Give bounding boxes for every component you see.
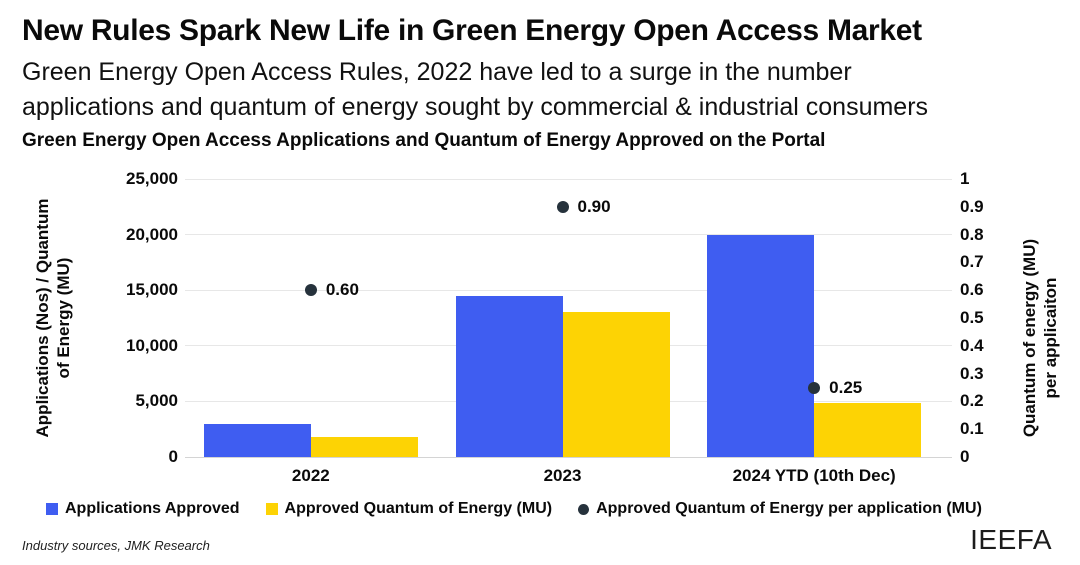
data-point-label: 0.60 xyxy=(325,280,359,300)
data-point-label: 0.90 xyxy=(577,196,611,216)
data-point-label: 0.25 xyxy=(829,377,863,397)
left-axis-label: Applications (Nos) / Quantum of Energy (… xyxy=(33,198,73,438)
right-axis-tick: 0 xyxy=(960,447,970,466)
gridline xyxy=(185,456,952,458)
page-title: New Rules Spark New Life in Green Energy… xyxy=(22,14,922,47)
x-axis-category-label: 2022 xyxy=(291,466,330,485)
chart-legend: Applications Approved Approved Quantum o… xyxy=(46,500,1056,518)
data-point-dot xyxy=(304,284,317,297)
bar-quantum xyxy=(814,402,922,457)
left-axis-tick: 10,000 xyxy=(126,335,178,355)
yellow-square-icon xyxy=(265,503,278,515)
right-axis-tick: 1 xyxy=(960,169,970,188)
subtitle-line-1: Green Energy Open Access Rules, 2022 hav… xyxy=(22,58,852,86)
bar-applications xyxy=(203,423,311,457)
bar-quantum xyxy=(562,312,670,457)
right-axis-tick: 0.3 xyxy=(960,363,984,383)
legend-label: Approved Quantum of Energy (MU) xyxy=(284,500,553,517)
right-axis-tick: 0.1 xyxy=(960,419,984,439)
subtitle-line-2: applications and quantum of energy sough… xyxy=(22,93,929,121)
right-axis-label: Quantum of energy (MU) per applicaiton xyxy=(1020,238,1060,438)
right-axis-tick: 0.6 xyxy=(960,280,984,300)
x-axis-category-label: 2024 YTD (10th Dec) xyxy=(732,466,896,485)
dark-circle-icon xyxy=(578,503,590,515)
right-axis-tick: 0.5 xyxy=(960,308,984,327)
bar-quantum xyxy=(310,436,418,457)
source-attribution: Industry sources, JMK Research xyxy=(22,538,210,553)
blue-square-icon xyxy=(46,503,58,515)
chart-plot-area: Applications (Nos) / Quantum of Energy (… xyxy=(0,160,1080,486)
right-axis-tick: 0.4 xyxy=(960,335,984,355)
legend-label: Approved Quantum of Energy per applicati… xyxy=(596,500,982,517)
gridline xyxy=(185,289,952,291)
legend-item-applications-approved: Applications Approved xyxy=(46,500,240,518)
legend-label: Applications Approved xyxy=(65,500,240,517)
left-axis-tick: 25,000 xyxy=(126,169,178,188)
left-axis-tick: 20,000 xyxy=(126,224,178,244)
bar-applications xyxy=(455,295,563,457)
right-axis-tick: 0.8 xyxy=(960,224,984,244)
legend-item-quantum-per-application: Approved Quantum of Energy per applicati… xyxy=(578,500,982,518)
chart-title: Green Energy Open Access Applications an… xyxy=(22,130,826,151)
left-axis-tick: 5,000 xyxy=(135,391,178,411)
x-axis-category-label: 2023 xyxy=(543,466,582,485)
legend-item-approved-quantum: Approved Quantum of Energy (MU) xyxy=(265,500,553,518)
ieefa-logo: IEEFA xyxy=(970,524,1052,555)
data-point-dot xyxy=(556,200,569,213)
right-axis-tick: 0.2 xyxy=(960,391,984,411)
data-point-dot xyxy=(808,381,821,394)
gridline xyxy=(185,178,952,180)
bar-applications xyxy=(707,234,815,457)
right-axis-tick: 0.9 xyxy=(960,196,984,216)
left-axis-tick: 15,000 xyxy=(126,280,178,300)
left-axis-tick: 0 xyxy=(168,447,178,466)
gridline xyxy=(185,234,952,236)
right-axis-tick: 0.7 xyxy=(960,252,984,272)
